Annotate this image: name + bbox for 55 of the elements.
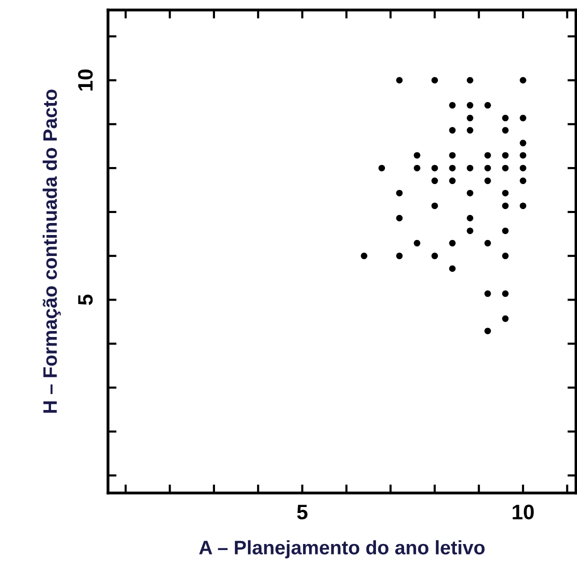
point: [520, 76, 526, 84]
point: [396, 214, 403, 222]
point: [484, 152, 491, 159]
x-axis-title: A – Planejamento do ano letivo: [199, 540, 485, 558]
point: [396, 190, 403, 196]
point: [502, 228, 509, 234]
point: [484, 164, 491, 172]
point: [484, 290, 491, 297]
point: [431, 178, 438, 184]
point: [502, 114, 509, 122]
point: [466, 127, 474, 134]
point: [449, 102, 456, 109]
point: [502, 190, 509, 196]
point: [414, 240, 420, 246]
point: [396, 76, 403, 84]
point: [484, 240, 491, 246]
point: [466, 164, 474, 172]
point: [520, 152, 526, 159]
point: [484, 178, 491, 184]
point: [449, 240, 456, 246]
point: [431, 76, 438, 84]
point: [431, 164, 438, 172]
point: [520, 164, 526, 172]
point: [520, 140, 526, 146]
point: [449, 265, 456, 272]
point: [502, 315, 509, 322]
point: [502, 164, 509, 172]
point: [520, 202, 526, 210]
point: [449, 178, 456, 184]
point: [520, 114, 526, 122]
point: [502, 202, 509, 210]
point: [360, 252, 368, 260]
point: [431, 252, 438, 260]
point: [396, 252, 403, 260]
point: [449, 152, 456, 159]
point: [414, 152, 420, 159]
point: [466, 228, 474, 234]
point: [484, 328, 491, 334]
point: [466, 190, 474, 196]
point: [466, 76, 474, 84]
point: [449, 127, 456, 134]
point: [484, 102, 491, 109]
point: [502, 290, 509, 297]
point: [414, 164, 420, 172]
point: [378, 164, 385, 172]
point: [466, 214, 474, 222]
point: [466, 102, 474, 109]
point: [502, 152, 509, 159]
point: [449, 164, 456, 172]
y-axis-title: H – Formação continuada do Pacto: [42, 90, 61, 413]
point: [520, 178, 526, 184]
point: [431, 202, 438, 210]
point: [502, 252, 509, 260]
point: [502, 127, 509, 134]
point: [466, 114, 474, 122]
